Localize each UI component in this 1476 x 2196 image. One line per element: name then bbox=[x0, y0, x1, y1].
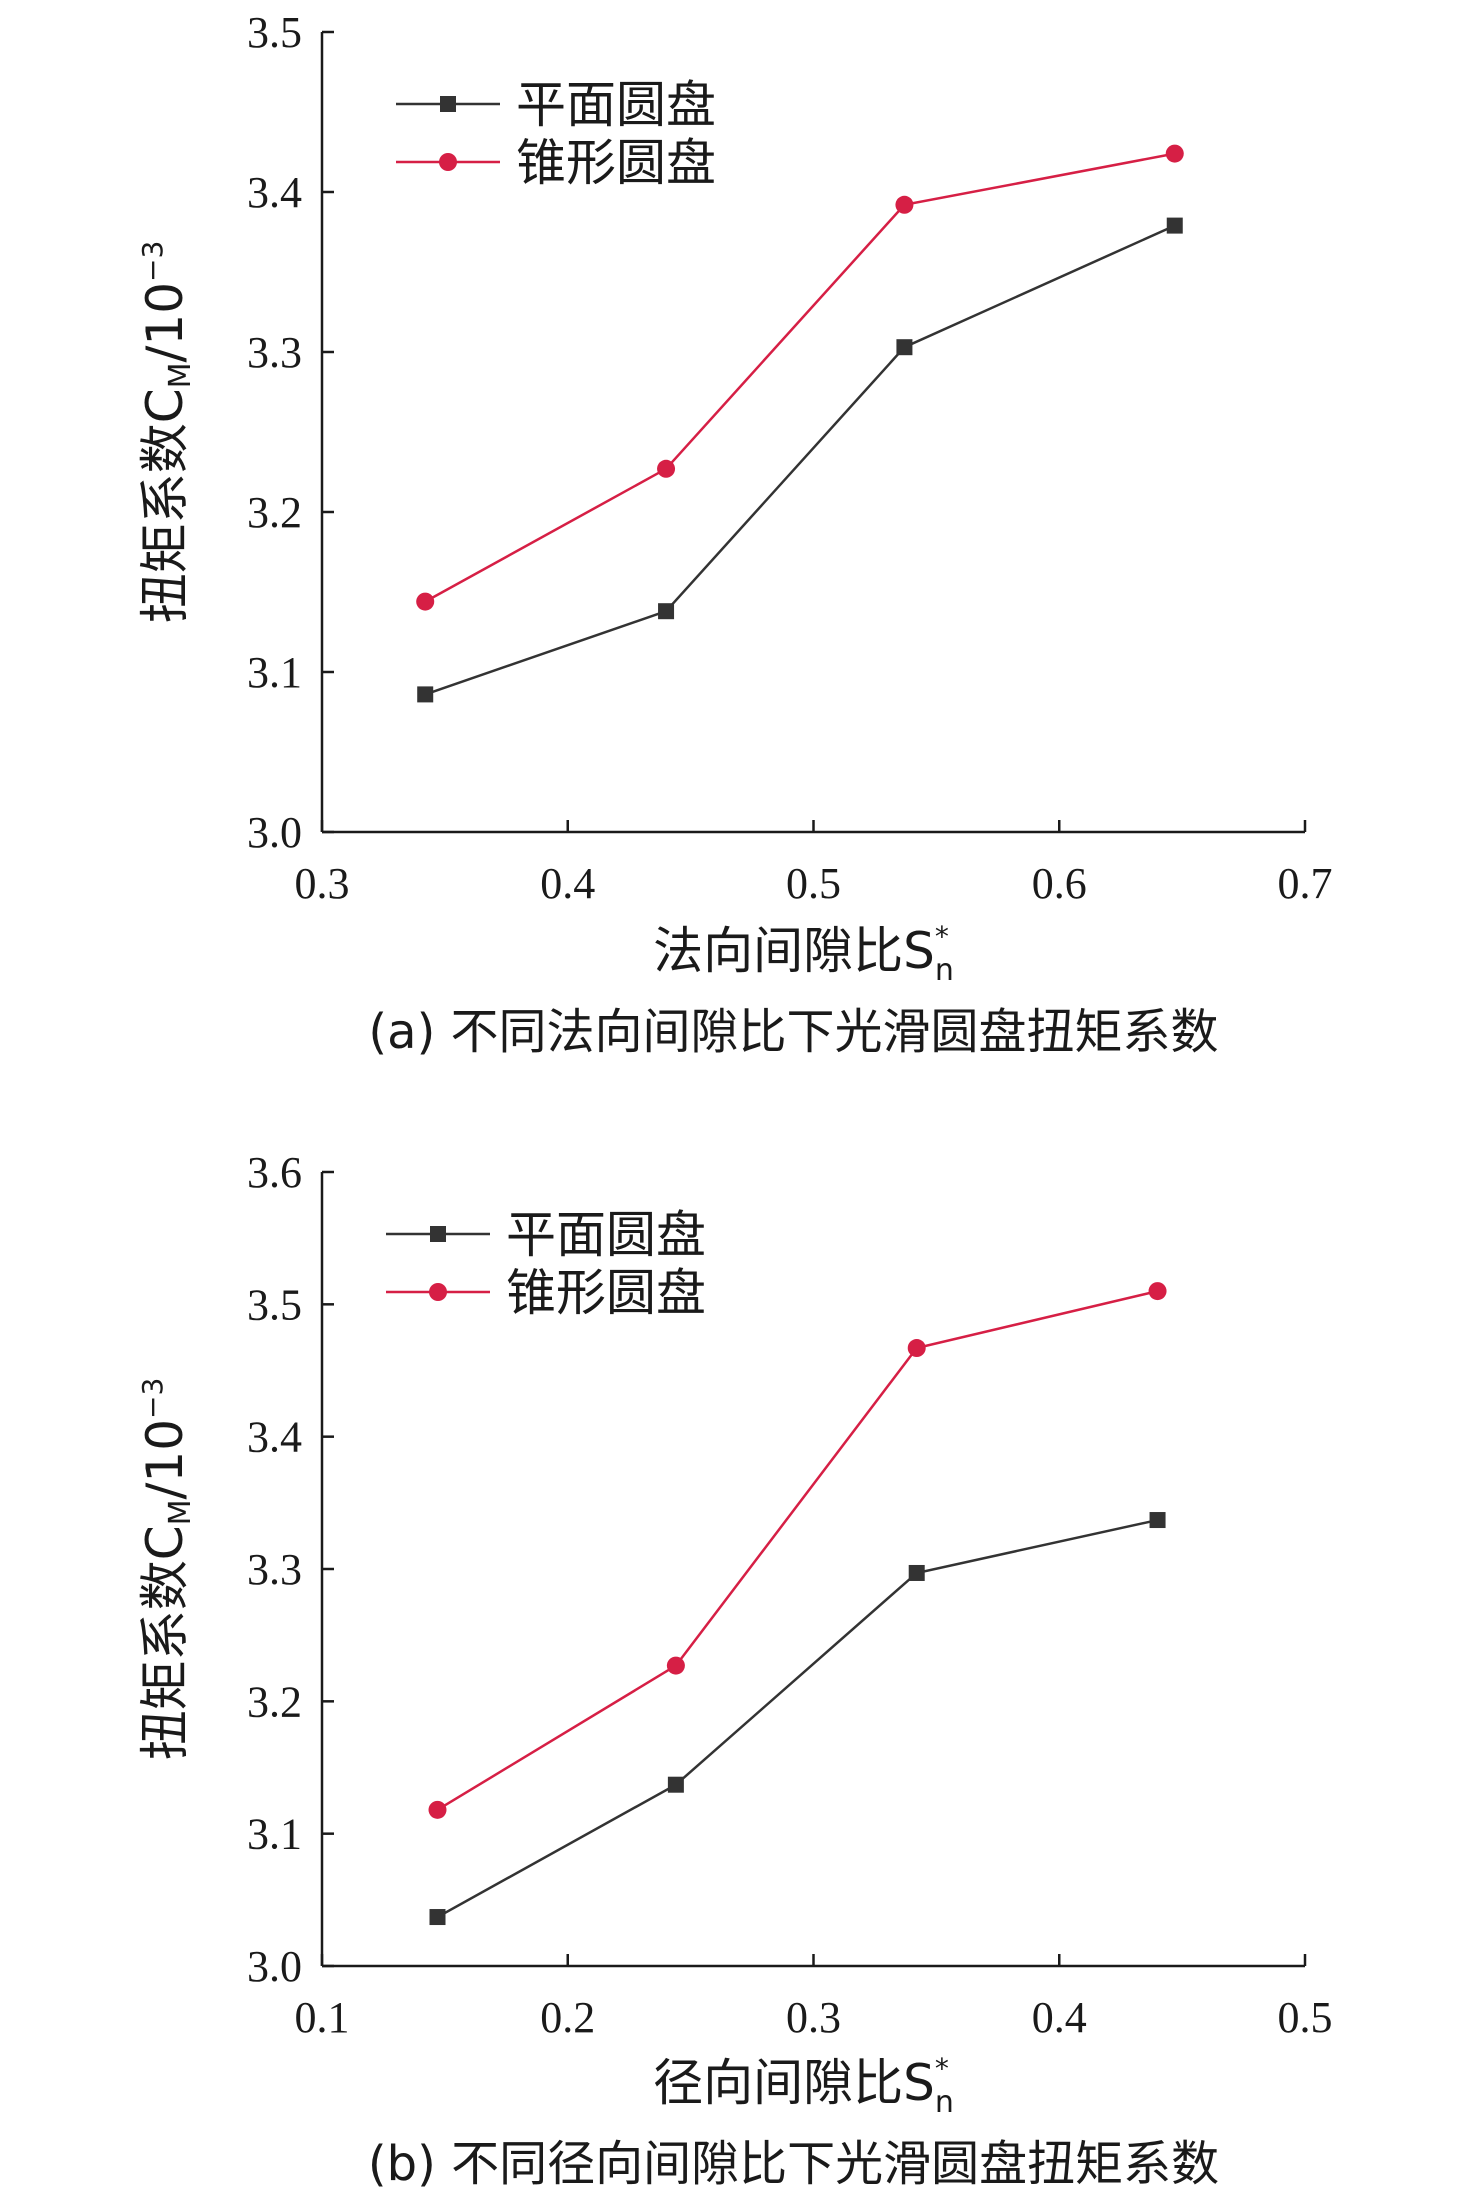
legend-label: 锥形圆盘 bbox=[506, 1264, 706, 1322]
x-tick-label: 0.3 bbox=[786, 1993, 841, 2042]
x-tick-label: 0.7 bbox=[1278, 859, 1333, 908]
x-tick-label: 0.3 bbox=[295, 859, 350, 908]
x-tick-label: 0.5 bbox=[1278, 1993, 1333, 2042]
legend-label: 平面圆盘 bbox=[506, 1206, 706, 1264]
y-axis-title-unit: /10 bbox=[136, 1419, 194, 1499]
legend-marker-square bbox=[430, 1226, 446, 1242]
y-axis-title: 扭矩系数CM/10−3 bbox=[136, 1378, 198, 1761]
y-axis-title-sup: −3 bbox=[136, 241, 169, 282]
y-axis-title-sub: M bbox=[163, 362, 198, 388]
x-tick-label: 0.6 bbox=[1032, 859, 1087, 908]
y-axis-title-sub: M bbox=[163, 1499, 198, 1525]
chart-a: 0.3 0.4 0.5 0.6 0.7 3.0 3.1 3.2 3.3 3.4 3.5 扭矩系数CM/… bbox=[136, 8, 1333, 1060]
y-tick-label: 3.0 bbox=[247, 808, 302, 857]
series-line-2 bbox=[424, 152, 1175, 603]
data-point-circle bbox=[428, 1800, 447, 1819]
y-axis-title-main: 扭矩系数C bbox=[136, 388, 194, 623]
data-point-circle bbox=[666, 1656, 685, 1675]
data-point-circle bbox=[907, 1339, 926, 1358]
data-point-circle bbox=[1165, 144, 1184, 163]
legend-label: 锥形圆盘 bbox=[516, 134, 716, 192]
y-tick-label: 3.1 bbox=[247, 1810, 302, 1859]
data-point-square bbox=[417, 686, 434, 703]
y-axis-title-unit: /10 bbox=[136, 282, 194, 362]
legend-marker-circle bbox=[429, 1283, 447, 1301]
series-line-1 bbox=[436, 1518, 1158, 1919]
data-point-square bbox=[667, 1776, 684, 1793]
y-tick-label: 3.1 bbox=[247, 648, 302, 697]
x-tick-label: 0.1 bbox=[295, 1993, 350, 2042]
data-point-square bbox=[896, 339, 913, 356]
data-point-square bbox=[1149, 1512, 1166, 1529]
series-line-1 bbox=[424, 224, 1176, 696]
y-tick-label: 3.4 bbox=[247, 168, 302, 217]
figure-caption: (a) 不同法向间隙比下光滑圆盘扭矩系数 bbox=[368, 1004, 1218, 1060]
x-axis-title-main: 径向间隙比S bbox=[653, 2054, 935, 2112]
data-point-circle bbox=[895, 195, 914, 214]
y-tick-label: 3.6 bbox=[247, 1148, 302, 1197]
x-axis-title-sup: * bbox=[935, 2052, 949, 2085]
data-point-square bbox=[429, 1909, 446, 1926]
x-axis-title: 法向间隙比S* n bbox=[653, 920, 954, 988]
legend-marker-square bbox=[440, 96, 456, 112]
x-tick-label: 0.4 bbox=[540, 859, 595, 908]
y-tick-label: 3.2 bbox=[247, 488, 302, 537]
y-tick-label: 3.5 bbox=[247, 8, 302, 57]
y-tick-label: 3.0 bbox=[247, 1942, 302, 1991]
x-tick-label: 0.5 bbox=[786, 859, 841, 908]
x-axis-title: 径向间隙比S* n bbox=[653, 2052, 954, 2120]
x-tick-label: 0.2 bbox=[540, 1993, 595, 2042]
y-tick-label: 3.5 bbox=[247, 1280, 302, 1329]
y-tick-label: 3.3 bbox=[247, 1545, 302, 1594]
y-tick-label: 3.3 bbox=[247, 328, 302, 377]
x-axis-title-sub: n bbox=[935, 953, 954, 988]
data-point-square bbox=[908, 1564, 925, 1581]
legend-marker-circle bbox=[439, 153, 457, 171]
data-point-circle bbox=[1148, 1282, 1167, 1301]
data-point-square bbox=[1166, 217, 1183, 234]
y-tick-label: 3.4 bbox=[247, 1413, 302, 1462]
data-point-circle bbox=[657, 459, 676, 478]
figure-caption: (b) 不同径向间隙比下光滑圆盘扭矩系数 bbox=[368, 2136, 1219, 2192]
x-axis-title-main: 法向间隙比S bbox=[653, 922, 935, 980]
legend-label: 平面圆盘 bbox=[516, 76, 716, 134]
y-axis-title-main: 扭矩系数C bbox=[136, 1525, 194, 1760]
chart-b: 0.1 0.2 0.3 0.4 0.5 3.0 3.1 3.2 3.3 3.4 3.5 3.6 扭矩系数… bbox=[136, 1148, 1333, 2192]
data-point-square bbox=[658, 603, 675, 620]
data-point-circle bbox=[416, 592, 435, 611]
x-tick-label: 0.4 bbox=[1032, 1993, 1087, 2042]
x-axis-title-sub: n bbox=[935, 2085, 954, 2120]
y-tick-label: 3.2 bbox=[247, 1677, 302, 1726]
y-axis-title: 扭矩系数CM/10−3 bbox=[136, 241, 198, 624]
y-axis-title-sup: −3 bbox=[136, 1378, 169, 1419]
series-line-2 bbox=[436, 1289, 1158, 1811]
x-axis-title-sup: * bbox=[935, 920, 949, 953]
